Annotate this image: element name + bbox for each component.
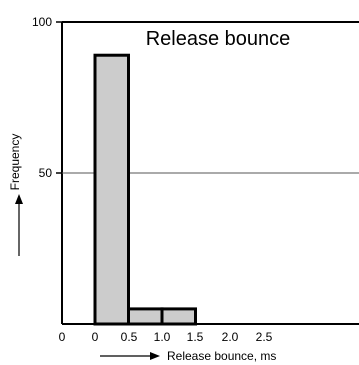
histogram-bar-0	[95, 55, 129, 324]
y-axis-title: Frequency	[8, 134, 22, 191]
x-tick-label: 0	[92, 330, 99, 344]
x-tick-label: 2.5	[256, 330, 273, 344]
x-arrow-head-icon	[150, 352, 160, 360]
x-tick-label: 0	[59, 330, 66, 344]
y-axis-arrow	[15, 194, 23, 256]
x-tick-label: 1.5	[187, 330, 204, 344]
y-axis-label: Frequency	[8, 134, 22, 191]
x-tick-labels: 0 0 0.5 1.0 1.5 2.0 2.5	[59, 330, 273, 344]
histogram-bar-1	[129, 309, 163, 324]
y-tick-label-50: 50	[39, 166, 53, 180]
bars-group	[95, 55, 196, 324]
x-axis-arrow	[100, 352, 160, 360]
histogram-bar-2	[162, 309, 196, 324]
x-axis-label: Release bounce, ms	[167, 349, 276, 363]
y-tick-label-100: 100	[32, 15, 52, 29]
x-tick-label: 1.0	[154, 330, 171, 344]
chart-title: Release bounce	[146, 28, 291, 50]
x-tick-label: 2.0	[222, 330, 239, 344]
y-arrow-head-icon	[15, 194, 23, 204]
x-tick-label: 0.5	[121, 330, 138, 344]
